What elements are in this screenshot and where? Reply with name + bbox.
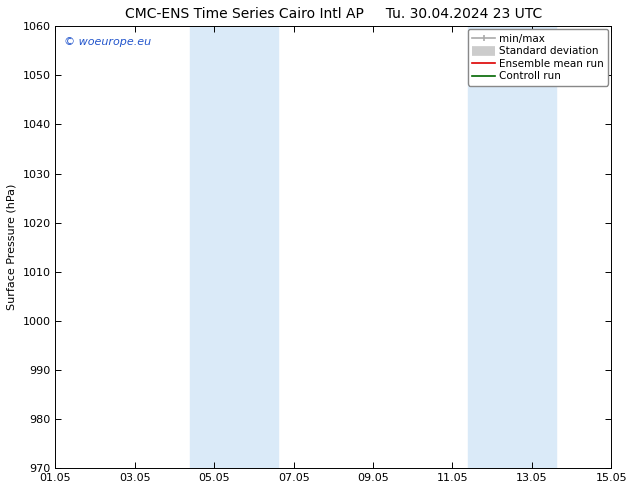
Bar <box>190 26 278 468</box>
Legend: min/max, Standard deviation, Ensemble mean run, Controll run: min/max, Standard deviation, Ensemble me… <box>468 29 608 86</box>
Bar <box>469 26 555 468</box>
Text: © woeurope.eu: © woeurope.eu <box>64 37 151 48</box>
Y-axis label: Surface Pressure (hPa): Surface Pressure (hPa) <box>7 184 17 311</box>
Title: CMC-ENS Time Series Cairo Intl AP     Tu. 30.04.2024 23 UTC: CMC-ENS Time Series Cairo Intl AP Tu. 30… <box>125 7 542 21</box>
